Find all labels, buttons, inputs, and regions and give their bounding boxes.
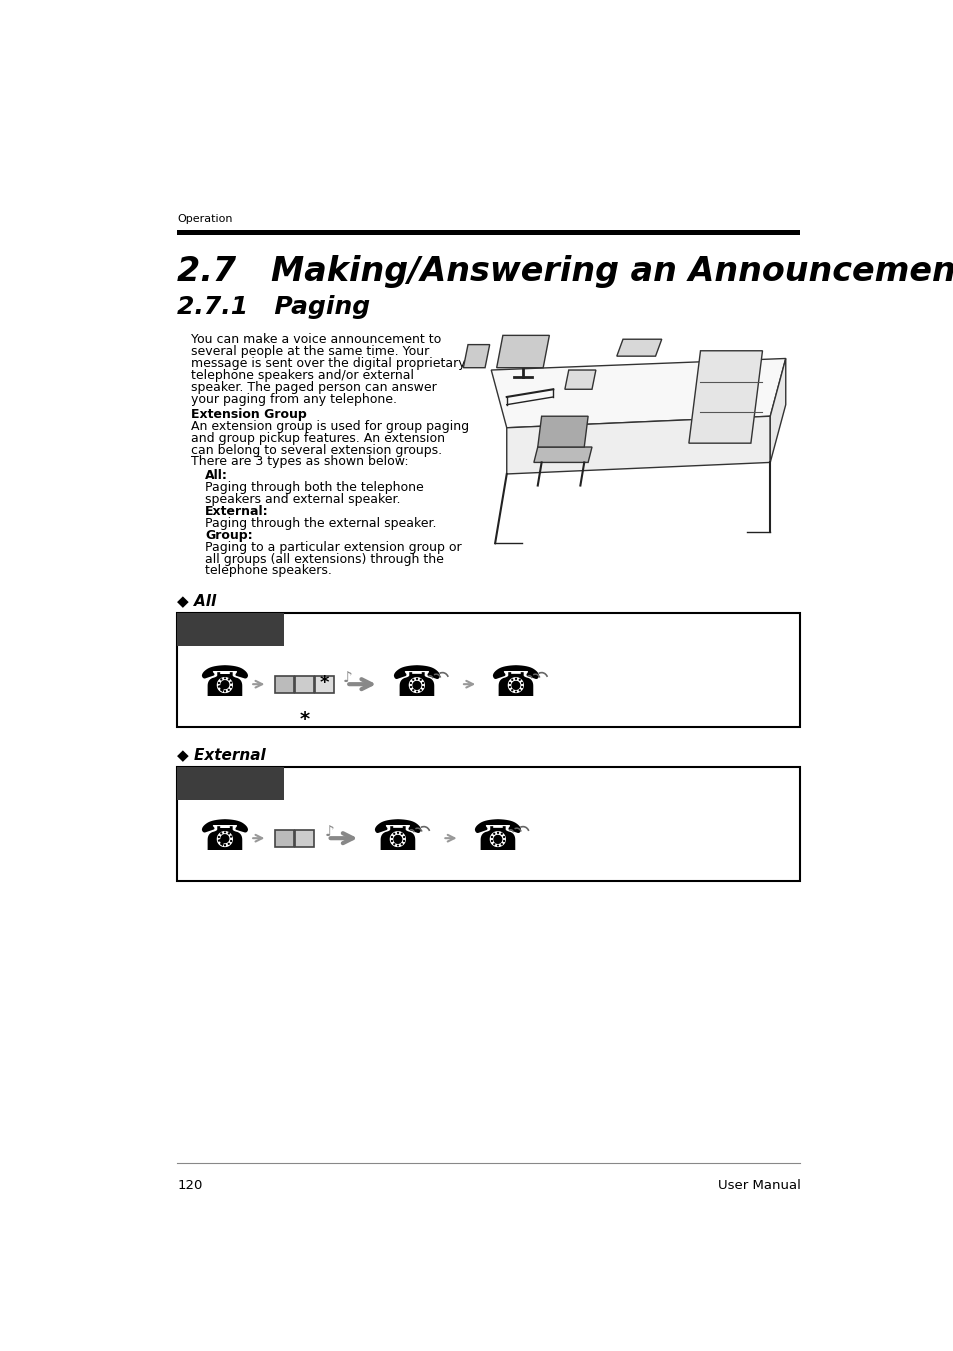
Bar <box>294 830 314 847</box>
Text: your paging from any telephone.: your paging from any telephone. <box>192 393 396 405</box>
Polygon shape <box>463 345 489 367</box>
Text: Paging to a particular extension group or: Paging to a particular extension group o… <box>205 540 461 554</box>
Text: All:: All: <box>205 469 228 482</box>
Text: speaker. The paged person can answer: speaker. The paged person can answer <box>192 381 436 393</box>
Text: all groups (all extensions) through the: all groups (all extensions) through the <box>205 553 444 566</box>
Polygon shape <box>769 358 785 462</box>
Polygon shape <box>688 351 761 443</box>
Polygon shape <box>534 447 592 462</box>
Bar <box>177 613 284 646</box>
Text: 2.7.1   Paging: 2.7.1 Paging <box>177 295 370 319</box>
Bar <box>177 767 284 800</box>
Text: *: * <box>319 674 329 693</box>
Bar <box>274 830 294 847</box>
Bar <box>315 676 334 693</box>
Bar <box>177 613 800 727</box>
Text: ☎: ☎ <box>489 663 540 705</box>
Text: Extension Group: Extension Group <box>192 408 307 420</box>
Text: 2.7   Making/Answering an Announcement: 2.7 Making/Answering an Announcement <box>177 254 953 288</box>
Text: ☎: ☎ <box>470 817 522 859</box>
Bar <box>294 676 314 693</box>
Text: Operation: Operation <box>177 215 233 224</box>
Text: Paging through both the telephone: Paging through both the telephone <box>205 481 423 494</box>
Text: message is sent over the digital proprietary: message is sent over the digital proprie… <box>192 357 465 370</box>
Text: 120: 120 <box>177 1178 203 1192</box>
Text: several people at the same time. Your: several people at the same time. Your <box>192 345 429 358</box>
Text: ♪: ♪ <box>343 670 353 685</box>
Text: *: * <box>299 711 309 730</box>
Text: An extension group is used for group paging: An extension group is used for group pag… <box>192 420 469 432</box>
Text: Paging through the external speaker.: Paging through the external speaker. <box>205 516 436 530</box>
Bar <box>274 676 294 693</box>
Polygon shape <box>617 339 661 357</box>
Text: ☎: ☎ <box>197 817 250 859</box>
Text: ◆ All: ◆ All <box>177 593 216 608</box>
Text: can belong to several extension groups.: can belong to several extension groups. <box>192 443 442 457</box>
Text: telephone speakers.: telephone speakers. <box>205 565 332 577</box>
Text: External:: External: <box>205 505 269 517</box>
Polygon shape <box>564 370 596 389</box>
Polygon shape <box>506 416 769 474</box>
Bar <box>177 767 800 881</box>
Text: User Manual: User Manual <box>717 1178 800 1192</box>
Text: speakers and external speaker.: speakers and external speaker. <box>205 493 400 505</box>
Text: telephone speakers and/or external: telephone speakers and/or external <box>192 369 414 382</box>
Text: ☎: ☎ <box>390 663 441 705</box>
Text: Group:: Group: <box>205 528 253 542</box>
Text: You can make a voice announcement to: You can make a voice announcement to <box>192 334 441 346</box>
Text: There are 3 types as shown below:: There are 3 types as shown below: <box>192 455 409 469</box>
Polygon shape <box>491 358 785 428</box>
Text: ♪: ♪ <box>324 824 334 839</box>
Text: ☎: ☎ <box>371 817 423 859</box>
Polygon shape <box>537 416 587 447</box>
Text: ☎: ☎ <box>197 663 250 705</box>
Text: and group pickup features. An extension: and group pickup features. An extension <box>192 431 445 444</box>
Text: ◆ External: ◆ External <box>177 747 266 762</box>
Bar <box>177 230 800 235</box>
Polygon shape <box>497 335 549 367</box>
